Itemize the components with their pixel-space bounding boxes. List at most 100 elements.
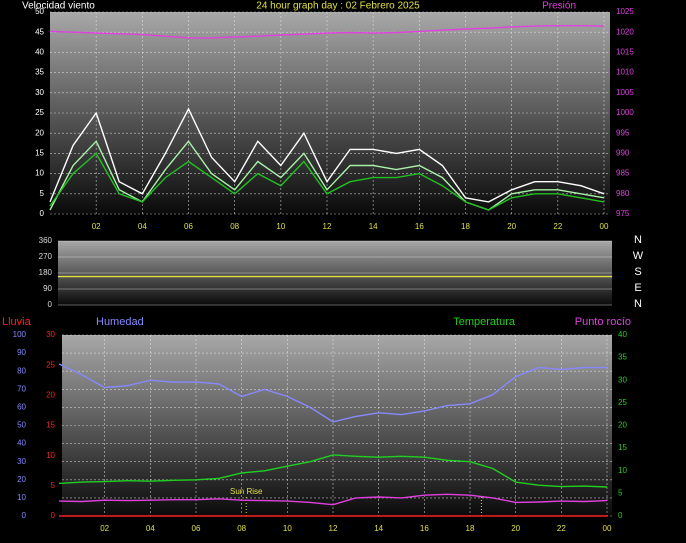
y-tick-label: 30	[17, 457, 26, 466]
y3-tick-label: 15	[46, 421, 55, 430]
x-tick-label: 20	[511, 524, 520, 533]
plot-area	[62, 335, 612, 516]
y-tick-label: 0	[40, 209, 45, 218]
y2-tick-label: 980	[616, 189, 630, 198]
x-tick-label: 16	[420, 524, 429, 533]
x-tick-label: 06	[184, 222, 193, 231]
legend-label: Punto rocío	[575, 316, 631, 328]
legend-label: Temperatura	[453, 316, 516, 328]
y3-tick-label: 0	[51, 511, 56, 520]
series-line	[58, 454, 608, 488]
y-tick-label: 10	[17, 493, 26, 502]
series-line	[49, 25, 605, 39]
compass-label: S	[634, 266, 641, 278]
x-tick-label: 00	[600, 222, 609, 231]
x-tick-label: 18	[461, 222, 470, 231]
y3-tick-label: 30	[46, 330, 55, 339]
y2-tick-label: 995	[616, 128, 630, 137]
y2-tick-label: 1020	[616, 27, 634, 36]
compass-label: N	[634, 234, 642, 246]
x-tick-label: 14	[369, 222, 378, 231]
x-tick-label: 08	[237, 524, 246, 533]
y3-tick-label: 20	[46, 390, 55, 399]
y-tick-label: 90	[43, 284, 52, 293]
y-tick-label: 20	[35, 128, 44, 137]
x-tick-label: 12	[323, 222, 332, 231]
y2-tick-label: 1000	[616, 108, 634, 117]
y-tick-label: 360	[39, 236, 53, 245]
y-tick-label: 10	[35, 169, 44, 178]
y2-tick-label: 985	[616, 169, 630, 178]
y3-tick-label: 25	[46, 360, 55, 369]
series-line	[49, 152, 605, 211]
y-tick-label: 270	[39, 252, 53, 261]
y2-tick-label: 975	[616, 209, 630, 218]
legend-label: Lluvia	[2, 316, 32, 328]
x-tick-label: 18	[466, 524, 475, 533]
y2-axis-label: Presión	[542, 1, 576, 12]
compass-label: W	[633, 250, 644, 262]
y-tick-label: 60	[17, 403, 26, 412]
y-tick-label: 180	[39, 268, 53, 277]
compass-label: N	[634, 298, 642, 310]
y-tick-label: 25	[35, 108, 44, 117]
annotation: Sun Rise	[230, 487, 263, 496]
y2-tick-label: 35	[618, 353, 627, 362]
y2-tick-label: 1010	[616, 68, 634, 77]
x-tick-label: 04	[146, 524, 155, 533]
x-tick-label: 10	[276, 222, 285, 231]
series-line	[58, 493, 608, 506]
x-tick-label: 20	[507, 222, 516, 231]
y-tick-label: 100	[13, 330, 27, 339]
y-tick-label: 40	[17, 439, 26, 448]
y2-tick-label: 5	[618, 488, 623, 497]
y-tick-label: 5	[40, 189, 45, 198]
y2-tick-label: 1005	[616, 88, 634, 97]
x-tick-label: 04	[138, 222, 147, 231]
y2-tick-label: 30	[618, 375, 627, 384]
x-tick-label: 00	[603, 524, 612, 533]
x-tick-label: 06	[192, 524, 201, 533]
series-line	[49, 107, 605, 203]
x-tick-label: 22	[553, 222, 562, 231]
x-tick-label: 12	[329, 524, 338, 533]
y2-tick-label: 10	[618, 466, 627, 475]
y2-tick-label: 1015	[616, 48, 634, 57]
y2-tick-label: 990	[616, 149, 630, 158]
y2-tick-label: 1025	[616, 7, 634, 16]
y-tick-label: 30	[35, 88, 44, 97]
y-tick-label: 15	[35, 149, 44, 158]
x-tick-label: 22	[557, 524, 566, 533]
y3-tick-label: 5	[51, 481, 56, 490]
series-line	[58, 363, 607, 423]
x-tick-label: 02	[100, 524, 109, 533]
y-tick-label: 0	[22, 511, 27, 520]
y-tick-label: 90	[17, 348, 26, 357]
y-tick-label: 45	[35, 27, 44, 36]
y-axis-label: Velocidad viento	[22, 1, 95, 12]
y-tick-label: 80	[17, 366, 26, 375]
y-tick-label: 50	[17, 421, 26, 430]
y2-tick-label: 0	[618, 511, 623, 520]
y2-tick-label: 25	[618, 398, 627, 407]
x-tick-label: 02	[92, 222, 101, 231]
y-tick-label: 40	[35, 48, 44, 57]
y2-tick-label: 15	[618, 443, 627, 452]
y2-tick-label: 20	[618, 421, 627, 430]
x-tick-label: 16	[415, 222, 424, 231]
y-tick-label: 35	[35, 68, 44, 77]
y-tick-label: 0	[48, 300, 53, 309]
x-tick-label: 10	[283, 524, 292, 533]
y2-tick-label: 40	[618, 330, 627, 339]
compass-label: E	[634, 282, 641, 294]
chart-title: 24 hour graph day : 02 Febrero 2025	[256, 1, 420, 12]
legend-label: Humedad	[96, 316, 144, 328]
y-tick-label: 50	[35, 7, 44, 16]
x-tick-label: 14	[374, 524, 383, 533]
y-tick-label: 20	[17, 475, 26, 484]
x-tick-label: 08	[230, 222, 239, 231]
y3-tick-label: 10	[46, 451, 55, 460]
y-tick-label: 70	[17, 384, 26, 393]
